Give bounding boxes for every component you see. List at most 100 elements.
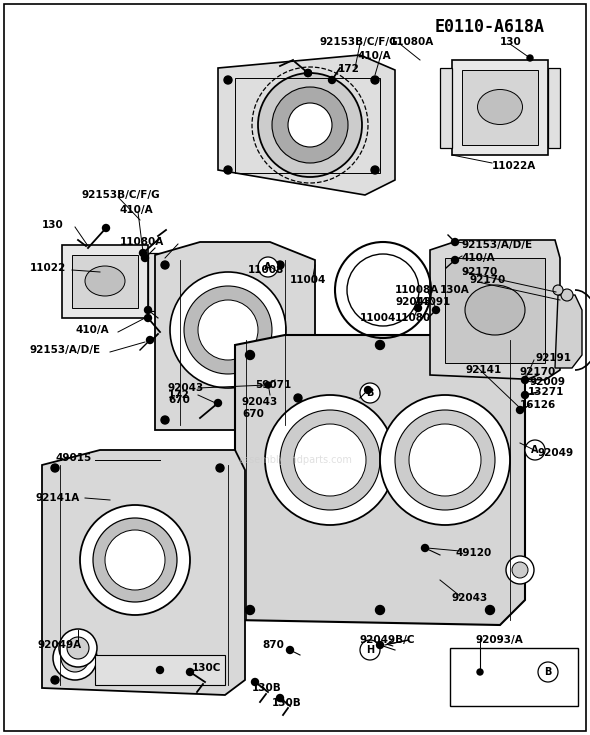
Text: 92170: 92170 (520, 367, 556, 377)
Circle shape (93, 518, 177, 602)
Polygon shape (42, 450, 245, 695)
Text: 92153B/C/F/G: 92153B/C/F/G (82, 190, 160, 200)
Text: 11004: 11004 (290, 275, 326, 285)
Text: 92170: 92170 (470, 275, 506, 285)
Ellipse shape (465, 285, 525, 335)
Text: 92153/A/D/E: 92153/A/D/E (30, 345, 101, 355)
Text: 11008: 11008 (248, 265, 284, 275)
Circle shape (365, 387, 372, 393)
Circle shape (216, 464, 224, 472)
Circle shape (68, 651, 82, 665)
Circle shape (51, 676, 59, 684)
Circle shape (103, 224, 110, 232)
Text: 92043: 92043 (168, 383, 204, 393)
Text: 670: 670 (242, 409, 264, 419)
Circle shape (161, 261, 169, 269)
Circle shape (432, 306, 440, 314)
Circle shape (360, 640, 380, 660)
Text: 49015: 49015 (55, 453, 91, 463)
Text: 11080: 11080 (395, 313, 431, 323)
Circle shape (527, 55, 533, 61)
Circle shape (276, 261, 284, 269)
Circle shape (360, 383, 380, 403)
Circle shape (105, 530, 165, 590)
Text: B: B (545, 667, 552, 677)
Circle shape (186, 669, 194, 675)
Circle shape (294, 394, 302, 402)
Circle shape (251, 678, 258, 686)
Text: 16126: 16126 (520, 400, 556, 410)
Text: 49120: 49120 (455, 548, 491, 558)
Text: 410/A: 410/A (462, 253, 496, 263)
Circle shape (170, 272, 286, 388)
Bar (235, 78, 380, 173)
Text: A: A (531, 445, 539, 455)
Circle shape (375, 340, 385, 350)
Circle shape (80, 505, 190, 615)
Bar (462, 70, 538, 145)
Circle shape (486, 606, 494, 614)
Text: 670: 670 (168, 395, 190, 405)
Circle shape (506, 556, 534, 584)
Circle shape (538, 662, 558, 682)
Ellipse shape (477, 90, 523, 124)
Circle shape (561, 289, 573, 301)
Circle shape (516, 406, 523, 414)
Circle shape (258, 73, 362, 177)
Circle shape (280, 410, 380, 510)
Bar (440, 68, 452, 148)
Circle shape (376, 642, 384, 648)
Text: 92191: 92191 (535, 353, 571, 363)
Circle shape (161, 416, 169, 424)
Text: 130: 130 (500, 37, 522, 47)
Circle shape (304, 70, 312, 76)
Text: 92170: 92170 (462, 267, 498, 277)
Circle shape (451, 257, 458, 264)
Circle shape (512, 562, 528, 578)
Bar (450, 648, 578, 706)
Text: 92153B/C/F/G: 92153B/C/F/G (320, 37, 399, 47)
Circle shape (139, 249, 146, 257)
Circle shape (258, 257, 278, 277)
Circle shape (184, 286, 272, 374)
Text: 92049: 92049 (538, 448, 574, 458)
Polygon shape (555, 295, 582, 368)
Polygon shape (452, 60, 548, 155)
Text: 130A: 130A (440, 285, 470, 295)
Polygon shape (235, 335, 525, 625)
Text: 130B: 130B (252, 683, 282, 693)
Text: 410/A: 410/A (75, 325, 109, 335)
Circle shape (380, 395, 510, 525)
Circle shape (59, 629, 97, 667)
Circle shape (61, 644, 89, 672)
Text: 11080A: 11080A (390, 37, 434, 47)
Text: 11022A: 11022A (492, 161, 536, 171)
Circle shape (156, 667, 163, 673)
Circle shape (265, 382, 271, 388)
Text: 59071: 59071 (255, 380, 291, 390)
Polygon shape (155, 242, 315, 430)
Circle shape (421, 545, 428, 551)
Circle shape (477, 669, 483, 675)
Circle shape (245, 351, 254, 359)
Text: 410/A: 410/A (358, 51, 392, 61)
Circle shape (395, 410, 495, 510)
Bar (72, 255, 138, 308)
Circle shape (215, 400, 221, 406)
Circle shape (553, 285, 563, 295)
Circle shape (53, 636, 97, 680)
Circle shape (146, 337, 153, 343)
Text: 92141: 92141 (465, 365, 502, 375)
Circle shape (371, 166, 379, 174)
Text: E0110-A618A: E0110-A618A (435, 18, 545, 36)
Circle shape (145, 306, 152, 314)
Bar (95, 655, 225, 685)
Text: 410/A: 410/A (120, 205, 153, 215)
Circle shape (486, 351, 494, 359)
Text: 13271: 13271 (528, 387, 565, 397)
Text: 130B: 130B (272, 698, 301, 708)
Circle shape (525, 440, 545, 460)
Circle shape (304, 70, 312, 76)
Text: 92049B/C: 92049B/C (360, 635, 415, 645)
Circle shape (216, 676, 224, 684)
